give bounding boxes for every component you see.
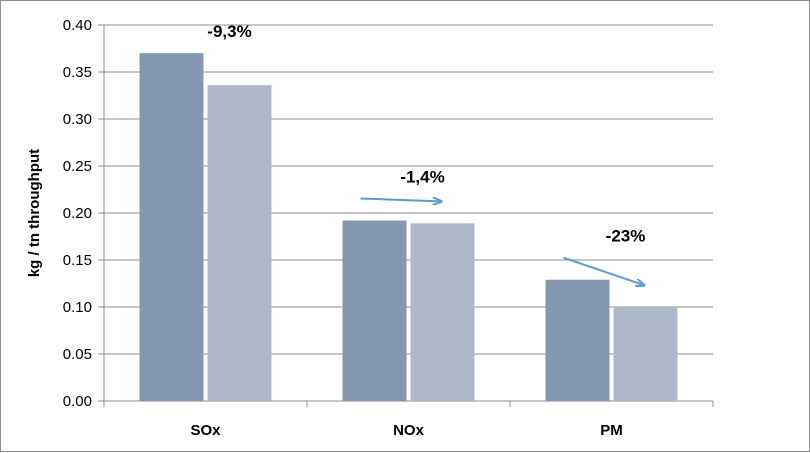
bar-nox-series-1 (342, 220, 407, 401)
y-tick-label: 0.35 (63, 64, 92, 81)
y-tick-label: 0.30 (63, 111, 92, 128)
bar-nox-series-2 (410, 223, 475, 401)
y-tick-label: 0.25 (63, 158, 92, 175)
labels: 0.00 0.05 0.10 0.15 0.20 0.25 0.30 0.35 0.40 SOx N… (26, 17, 623, 439)
change-label: -23% (606, 227, 646, 246)
y-tick-label: 0.10 (63, 299, 92, 316)
change-label: -9,3% (207, 22, 251, 41)
change-arrow (563, 256, 644, 285)
y-tick-label: 0.05 (63, 346, 92, 363)
x-category-label: PM (600, 422, 623, 439)
gridlines (104, 24, 713, 355)
bar-pm-series-1 (545, 279, 610, 401)
axes (98, 24, 714, 407)
y-tick-label: 0.15 (63, 252, 92, 269)
change-label: -1,4% (400, 168, 444, 187)
y-tick-label: 0.40 (63, 17, 92, 34)
y-axis-title: kg / tn throughput (26, 149, 43, 277)
x-category-label: NOx (393, 422, 425, 439)
bar-pm-series-2 (613, 307, 678, 401)
x-category-label: SOx (190, 422, 221, 439)
y-tick-label: 0.20 (63, 205, 92, 222)
bar-sox-series-2 (207, 85, 272, 401)
bar-sox-series-1 (139, 53, 204, 401)
change-arrow (360, 199, 441, 202)
y-tick-label: 0.00 (63, 393, 92, 410)
annotations: -9,3% -1,4% -23% (207, 22, 645, 285)
bars (139, 53, 678, 401)
